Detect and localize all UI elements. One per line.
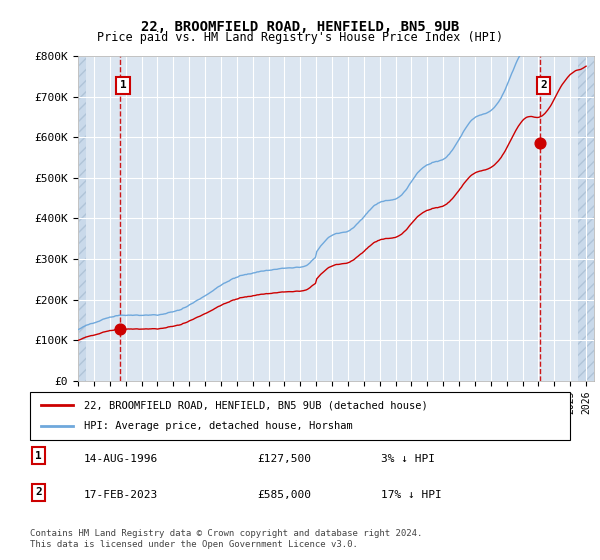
Point	[536, 139, 545, 148]
Text: £127,500: £127,500	[257, 454, 311, 464]
Text: 14-AUG-1996: 14-AUG-1996	[84, 454, 158, 464]
Text: Price paid vs. HM Land Registry's House Price Index (HPI): Price paid vs. HM Land Registry's House …	[97, 31, 503, 44]
Text: 1: 1	[35, 451, 42, 461]
Text: 2: 2	[541, 81, 547, 91]
Text: 2: 2	[35, 487, 42, 497]
Text: £585,000: £585,000	[257, 490, 311, 500]
Text: 22, BROOMFIELD ROAD, HENFIELD, BN5 9UB (detached house): 22, BROOMFIELD ROAD, HENFIELD, BN5 9UB (…	[84, 400, 428, 410]
Text: Contains HM Land Registry data © Crown copyright and database right 2024.
This d: Contains HM Land Registry data © Crown c…	[30, 529, 422, 549]
Text: HPI: Average price, detached house, Horsham: HPI: Average price, detached house, Hors…	[84, 421, 353, 431]
Text: 22, BROOMFIELD ROAD, HENFIELD, BN5 9UB: 22, BROOMFIELD ROAD, HENFIELD, BN5 9UB	[141, 20, 459, 34]
Text: 17% ↓ HPI: 17% ↓ HPI	[381, 490, 442, 500]
Text: 1: 1	[119, 81, 127, 91]
Text: 3% ↓ HPI: 3% ↓ HPI	[381, 454, 435, 464]
Bar	[578, 56, 600, 381]
Bar	[78, 56, 86, 381]
Point	[115, 325, 124, 334]
Text: 17-FEB-2023: 17-FEB-2023	[84, 490, 158, 500]
